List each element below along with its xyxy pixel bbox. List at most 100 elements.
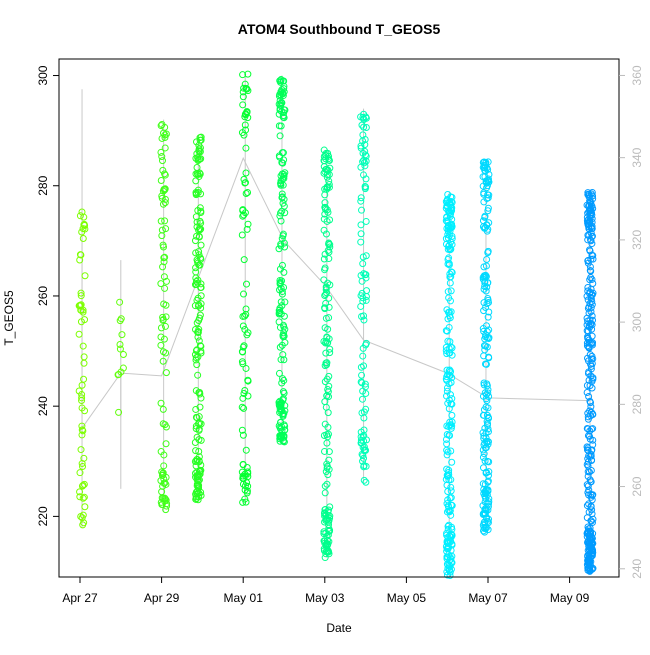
data-point: [320, 528, 328, 536]
x-tick-label: May 03: [305, 591, 345, 605]
transit-trace-line: [79, 156, 591, 432]
data-point: [584, 236, 592, 244]
data-point: [484, 204, 492, 212]
data-point: [484, 472, 492, 480]
data-point: [159, 241, 167, 249]
data-point: [194, 473, 202, 481]
data-point: [584, 425, 592, 433]
data-point: [321, 489, 329, 497]
data-point: [357, 142, 365, 150]
data-point: [484, 440, 492, 448]
data-point: [480, 285, 488, 293]
data-point: [360, 426, 368, 434]
data-point: [587, 490, 595, 498]
data-point: [485, 353, 493, 361]
data-point: [244, 87, 252, 95]
data-point: [160, 462, 168, 470]
data-point: [280, 356, 288, 364]
x-tick-label: May 01: [224, 591, 264, 605]
data-point: [160, 335, 168, 343]
data-point: [280, 389, 288, 397]
data-point: [195, 337, 203, 345]
data-point: [587, 295, 595, 303]
data-point: [483, 256, 491, 264]
data-point: [76, 469, 84, 477]
data-point: [193, 319, 201, 327]
data-point: [78, 482, 86, 490]
data-point: [482, 524, 490, 532]
data-point: [448, 400, 456, 408]
data-point: [116, 298, 124, 306]
data-point: [443, 376, 451, 384]
chart-title: ATOM4 Southbound T_GEOS5: [238, 21, 441, 37]
data-point: [326, 345, 334, 353]
data-point: [447, 533, 455, 541]
data-point: [326, 514, 334, 522]
data-point: [239, 360, 247, 368]
data-point: [161, 131, 169, 139]
data-point: [447, 268, 455, 276]
data-point: [588, 355, 596, 363]
data-point: [324, 339, 332, 347]
data-point: [160, 254, 168, 262]
data-point: [482, 287, 490, 295]
flight-group: [320, 146, 334, 562]
data-point: [192, 405, 200, 413]
data-point: [191, 326, 199, 334]
data-point: [277, 179, 285, 187]
data-point: [197, 394, 205, 402]
flight-group: [583, 188, 597, 575]
data-point: [586, 530, 594, 538]
data-point: [242, 144, 250, 152]
data-point: [321, 264, 329, 272]
data-point: [192, 462, 200, 470]
data-point: [447, 368, 455, 376]
data-point: [358, 206, 366, 214]
data-point: [447, 447, 455, 455]
data-point: [281, 422, 289, 430]
data-point: [358, 371, 366, 379]
data-point: [362, 113, 370, 121]
data-point: [447, 206, 455, 214]
data-point: [446, 279, 454, 287]
data-point: [162, 506, 170, 514]
data-point: [484, 478, 492, 486]
data-point: [277, 418, 285, 426]
data-point: [322, 230, 330, 238]
data-point: [444, 399, 452, 407]
data-point: [243, 331, 251, 339]
y-tick-label: 260: [36, 286, 50, 306]
data-point: [484, 389, 492, 397]
data-point: [162, 369, 170, 377]
data-point: [280, 85, 288, 93]
data-point: [445, 241, 453, 249]
data-point: [321, 199, 329, 207]
data-point: [276, 212, 284, 220]
data-point: [325, 335, 333, 343]
data-point: [277, 209, 285, 217]
data-point: [197, 209, 205, 217]
data-point: [79, 342, 87, 350]
data-point: [446, 224, 454, 232]
data-point: [588, 491, 596, 499]
data-point: [320, 152, 328, 160]
data-point: [445, 242, 453, 250]
data-point: [583, 339, 591, 347]
data-point: [277, 91, 285, 99]
data-point: [443, 384, 451, 392]
data-point: [157, 217, 165, 225]
flight-group: [114, 298, 127, 416]
data-point: [357, 163, 365, 171]
data-point: [585, 486, 593, 494]
data-point: [78, 394, 86, 402]
data-point: [444, 545, 452, 553]
data-point: [588, 240, 596, 248]
data-point: [278, 406, 286, 414]
plot-area: [75, 70, 597, 580]
data-point: [196, 136, 204, 144]
data-point: [485, 219, 493, 227]
data-point: [445, 471, 453, 479]
data-point: [238, 426, 246, 434]
data-point: [157, 148, 165, 156]
